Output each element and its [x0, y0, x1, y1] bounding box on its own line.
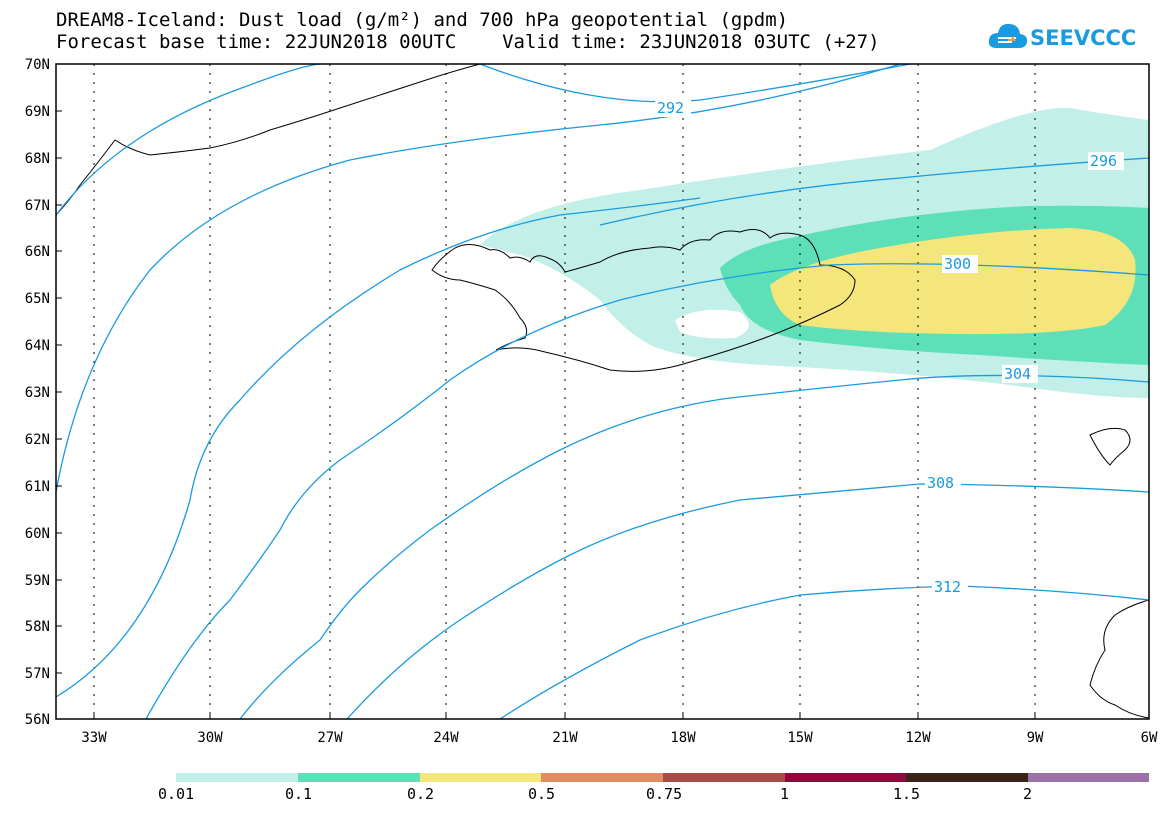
logo-text: SEEVCCC	[1030, 26, 1137, 50]
contour-label-292: 292	[657, 99, 684, 117]
lon-label: 33W	[81, 730, 107, 746]
longitude-labels: 33W 30W 27W 24W 21W 18W 15W 12W 9W 6W	[81, 730, 1158, 746]
contour-302	[239, 374, 1149, 719]
colorbar-swatch	[663, 773, 785, 782]
lat-label: 62N	[25, 432, 50, 448]
colorbar-swatch	[420, 773, 541, 782]
colorbar-swatch	[541, 773, 663, 782]
colorbar-label: 0.2	[407, 785, 435, 803]
map-title: DREAM8-Iceland: Dust load (g/m²) and 700…	[56, 9, 789, 31]
dust-load-shading	[480, 107, 1149, 398]
lon-label: 30W	[197, 730, 223, 746]
contour-296-north	[56, 64, 321, 216]
greenland-coastline	[56, 64, 481, 216]
colorbar-label: 2	[1023, 785, 1033, 803]
lon-label: 24W	[433, 730, 459, 746]
lat-label: 68N	[25, 151, 50, 167]
coastlines	[56, 64, 1149, 719]
lon-label: 6W	[1141, 730, 1158, 746]
lat-label: 60N	[25, 526, 50, 542]
contour-296	[56, 64, 901, 493]
iceland-coastline	[431, 229, 856, 372]
scotland-coastline	[1089, 599, 1149, 719]
geopotential-contours	[56, 64, 1149, 719]
contour-label-304: 304	[1004, 365, 1031, 383]
lat-label: 65N	[25, 291, 50, 307]
colorbar-label: 0.5	[528, 785, 556, 803]
lat-label: 57N	[25, 666, 50, 682]
lat-label: 59N	[25, 573, 50, 589]
lat-label: 69N	[25, 104, 50, 120]
lon-label: 12W	[905, 730, 931, 746]
colorbar-swatch	[906, 773, 1028, 782]
lat-label: 61N	[25, 479, 50, 495]
lon-label: 21W	[552, 730, 578, 746]
dust-gap	[675, 309, 749, 339]
colorbar-label: 1	[780, 785, 790, 803]
colorbar-swatch	[1028, 773, 1149, 782]
contour-labels: 292 296 300 304 308 312	[655, 99, 1124, 596]
contour-label-300: 300	[944, 255, 971, 273]
lat-label: 56N	[25, 712, 50, 728]
lat-label: 58N	[25, 619, 50, 635]
lon-label: 18W	[670, 730, 696, 746]
contour-292	[479, 64, 911, 103]
contour-label-308: 308	[927, 474, 954, 492]
contour-308	[499, 585, 1149, 719]
tick-marks	[56, 63, 1036, 719]
colorbar-label: 0.75	[646, 785, 683, 803]
faroe-coastline	[1089, 427, 1131, 466]
colorbar-label: 1.5	[893, 785, 921, 803]
colorbar-swatch	[176, 773, 298, 782]
lat-label: 70N	[25, 57, 50, 73]
dust-level-0.2	[770, 228, 1136, 335]
colorbar	[176, 773, 1149, 782]
lat-label: 67N	[25, 198, 50, 214]
lat-label: 66N	[25, 244, 50, 260]
lon-label: 15W	[787, 730, 813, 746]
seevccc-logo: SEEVCCC	[988, 18, 1148, 58]
colorbar-label: 0.01	[158, 785, 195, 803]
lat-label: 64N	[25, 338, 50, 354]
contour-300	[145, 263, 1149, 719]
lon-label: 27W	[317, 730, 343, 746]
colorbar-label: 0.1	[285, 785, 313, 803]
contour-304	[346, 483, 1149, 719]
latitude-labels: 70N 69N 68N 67N 66N 65N 64N 63N 62N 61N …	[25, 57, 50, 728]
colorbar-swatch	[298, 773, 420, 782]
contour-label-312: 312	[934, 578, 961, 596]
lon-label: 9W	[1027, 730, 1044, 746]
map-subtitle: Forecast base time: 22JUN2018 00UTC Vali…	[56, 31, 880, 53]
contour-label-296: 296	[1090, 152, 1117, 170]
lat-label: 63N	[25, 385, 50, 401]
cloud-icon	[988, 23, 1028, 48]
contour-296-east	[599, 157, 1149, 226]
colorbar-swatch	[785, 773, 906, 782]
contour-298	[56, 197, 701, 698]
